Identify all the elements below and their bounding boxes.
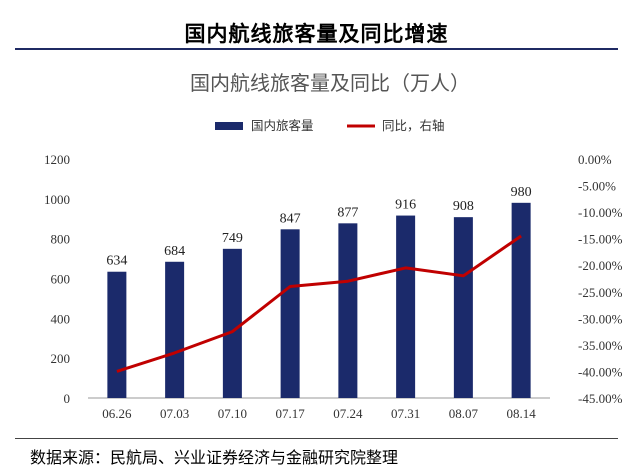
bar-value-label: 847 [280,211,301,226]
y-left-tick-label: 1200 [44,152,70,167]
chart-title: 国内航线旅客量及同比（万人） [190,71,470,95]
x-tick-label: 08.14 [507,406,537,421]
bar-value-label: 908 [453,199,474,214]
bar-value-label: 749 [222,231,243,246]
top-divider [15,48,618,50]
y-right-tick-label: -10.00% [578,205,623,220]
x-tick-label: 06.26 [102,406,132,421]
y-left-tick-label: 1000 [44,192,70,207]
y-right-tick-label: -30.00% [578,311,623,326]
legend-bar-swatch [215,122,243,130]
legend: 国内旅客量 同比，右轴 [215,118,445,133]
plot-area: 0 200 400 600 800 1000 1200 -45.00% -40.00% -35.0… [44,152,623,421]
source-note: 数据来源：民航局、兴业证券经济与金融研究院整理 [30,448,399,467]
bar [280,229,300,398]
y-right-tick-label: 0.00% [578,152,612,167]
x-tick-label: 07.24 [333,406,363,421]
y-right-tick-label: -40.00% [578,364,623,379]
yoy-line [116,234,522,373]
bottom-divider [15,438,618,439]
y-right-tick-label: -25.00% [578,285,623,300]
bar [453,217,473,398]
y-right-tick-label: -20.00% [578,258,623,273]
bar-value-label: 877 [337,205,358,220]
page-heading: 国内航线旅客量及同比增速 [184,21,449,46]
bar [396,215,416,398]
bar [165,261,185,398]
bar [107,271,127,398]
x-tick-label: 07.10 [218,406,247,421]
y-left-tick-label: 800 [51,232,71,247]
y-right-tick-label: -45.00% [578,391,623,406]
x-tick-label: 07.31 [391,406,420,421]
legend-bar-label: 国内旅客量 [251,118,314,133]
x-tick-label: 08.07 [449,406,479,421]
y-left-tick-label: 0 [64,391,71,406]
y-right-tick-label: -15.00% [578,232,623,247]
y-left-tick-label: 200 [51,351,71,366]
legend-line-label: 同比，右轴 [382,118,445,133]
y-right-tick-label: -5.00% [578,179,616,194]
bar-value-label: 916 [395,198,416,213]
y-left-tick-label: 400 [51,311,71,326]
chart-canvas: 国内航线旅客量及同比（万人） 国内旅客量 同比，右轴 0 200 400 600 800… [44,71,623,421]
x-tick-label: 07.03 [160,406,189,421]
x-tick-label: 07.17 [276,406,306,421]
y-right-tick-label: -35.00% [578,338,623,353]
bar-value-label: 684 [164,244,185,259]
bar [511,202,531,398]
bar [222,248,242,398]
bar-value-label: 634 [106,254,127,269]
y-left-tick-label: 600 [51,272,71,287]
bar-value-label: 980 [511,185,532,200]
bar [338,223,358,398]
